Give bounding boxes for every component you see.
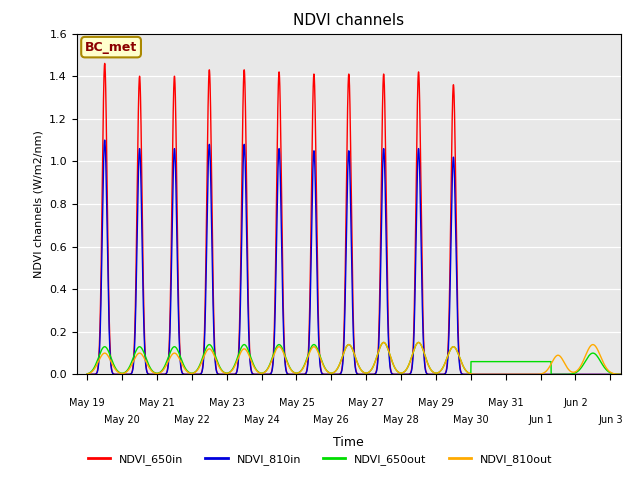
Text: BC_met: BC_met	[85, 41, 137, 54]
Text: May 22: May 22	[174, 415, 210, 425]
Text: Jun 2: Jun 2	[563, 398, 588, 408]
Text: May 19: May 19	[70, 398, 105, 408]
Text: May 28: May 28	[383, 415, 419, 425]
Legend: NDVI_650in, NDVI_810in, NDVI_650out, NDVI_810out: NDVI_650in, NDVI_810in, NDVI_650out, NDV…	[83, 450, 557, 469]
Text: Jun 3: Jun 3	[598, 415, 623, 425]
Text: May 30: May 30	[453, 415, 489, 425]
Text: Time: Time	[333, 436, 364, 449]
Text: May 31: May 31	[488, 398, 524, 408]
Text: May 23: May 23	[209, 398, 244, 408]
Text: May 27: May 27	[348, 398, 384, 408]
Text: May 24: May 24	[244, 415, 280, 425]
Title: NDVI channels: NDVI channels	[293, 13, 404, 28]
Text: May 21: May 21	[139, 398, 175, 408]
Text: May 26: May 26	[314, 415, 349, 425]
Text: May 25: May 25	[278, 398, 314, 408]
Y-axis label: NDVI channels (W/m2/nm): NDVI channels (W/m2/nm)	[34, 130, 44, 278]
Text: May 20: May 20	[104, 415, 140, 425]
Text: Jun 1: Jun 1	[528, 415, 553, 425]
Text: May 29: May 29	[418, 398, 454, 408]
